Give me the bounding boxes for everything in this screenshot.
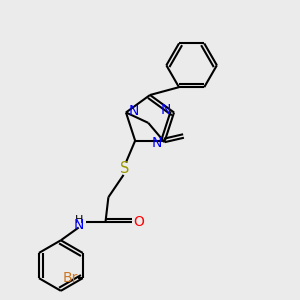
Text: H: H <box>74 215 83 225</box>
Text: N: N <box>151 136 162 150</box>
Text: O: O <box>133 215 144 230</box>
Text: N: N <box>160 103 171 117</box>
Text: Br: Br <box>62 271 78 285</box>
Text: N: N <box>74 218 84 233</box>
Text: S: S <box>120 161 129 176</box>
Text: N: N <box>129 104 140 118</box>
